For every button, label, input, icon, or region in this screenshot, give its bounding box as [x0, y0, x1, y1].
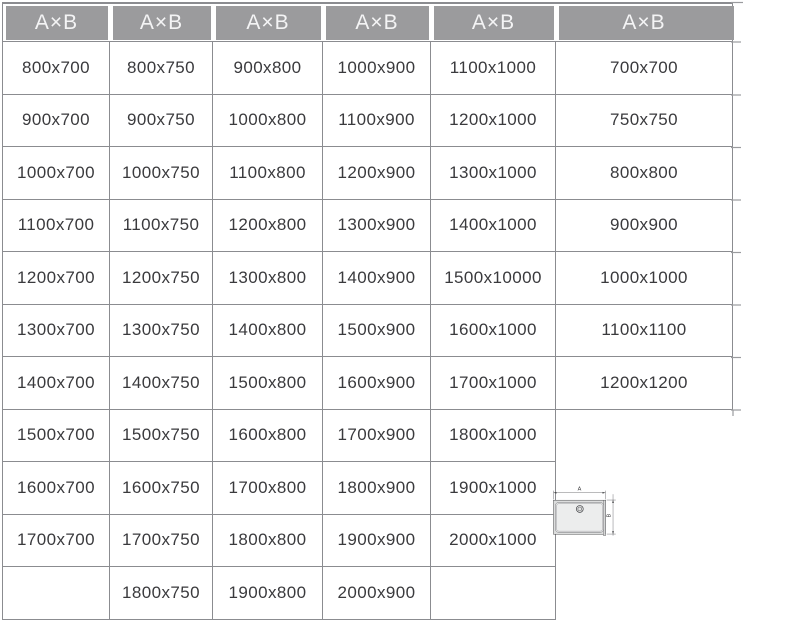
size-cell: 1800x750 — [110, 567, 213, 620]
size-cell: 1900x1000 — [431, 462, 556, 515]
size-cell: 1200x750 — [110, 252, 213, 305]
column-header-label: A×B — [622, 10, 666, 34]
size-cell: 1000x800 — [213, 94, 323, 147]
arrow-left-icon — [553, 491, 557, 494]
size-cell: 1700x800 — [213, 462, 323, 515]
tray-basin — [556, 503, 603, 532]
header-background — [112, 5, 211, 40]
size-cell: 1800x1000 — [431, 409, 556, 462]
size-cell: 1500x800 — [213, 357, 323, 410]
size-cell: 1900x900 — [323, 514, 431, 567]
size-cell: 750x750 — [556, 94, 733, 147]
arrow-up-icon — [612, 500, 614, 503]
dimension-a-label: A — [578, 487, 582, 493]
size-cell: 1100x800 — [213, 147, 323, 200]
size-cell: 1700x900 — [323, 409, 431, 462]
size-cell: 1100x700 — [2, 199, 110, 252]
size-cell: 800x750 — [110, 42, 213, 95]
size-table: A×B A×B A×B A×B A×B A×B 800x700 800x750 900x800 1… — [2, 2, 734, 620]
size-cell: 900x750 — [110, 94, 213, 147]
size-cell: 1100x900 — [323, 94, 431, 147]
size-cell: 1600x900 — [323, 357, 431, 410]
size-cell: 1500x900 — [323, 304, 431, 357]
arrow-right-icon — [602, 491, 606, 494]
size-cell: 1000x750 — [110, 147, 213, 200]
size-cell: 1600x800 — [213, 409, 323, 462]
size-cell: 1400x700 — [2, 357, 110, 410]
size-cell: 700x700 — [556, 42, 733, 95]
table-edge-stubs — [731, 1, 743, 416]
size-cell: 1100x1000 — [431, 42, 556, 95]
tray-diagram: A B — [553, 487, 616, 536]
column-header: A×B — [2, 2, 110, 42]
size-cell: 900x900 — [556, 199, 733, 252]
size-cell: 900x700 — [2, 94, 110, 147]
size-cell: 1200x1000 — [431, 94, 556, 147]
size-cell: 1000x900 — [323, 42, 431, 95]
size-cell: 2000x1000 — [431, 514, 556, 567]
size-cell: 1700x1000 — [431, 357, 556, 410]
column-header-label: A×B — [471, 10, 516, 34]
column-header-label: A×B — [139, 10, 184, 34]
size-cell: 1000x1000 — [556, 252, 733, 305]
size-cell: 1300x900 — [323, 199, 431, 252]
column-header-label: A×B — [355, 10, 399, 34]
size-cell: 1400x1000 — [431, 199, 556, 252]
size-cell: 1600x1000 — [431, 304, 556, 357]
size-cell: 900x800 — [213, 42, 323, 95]
size-cell: 1400x800 — [213, 304, 323, 357]
size-cell: 1500x700 — [2, 409, 110, 462]
size-cell: 1100x1100 — [556, 304, 733, 357]
header-background — [325, 5, 429, 40]
column-header: A×B — [110, 2, 213, 42]
size-cell: 1800x800 — [213, 514, 323, 567]
size-cell: 800x700 — [2, 42, 110, 95]
column-header: A×B — [556, 2, 734, 42]
size-cell: 1300x800 — [213, 252, 323, 305]
size-cell: 1700x700 — [2, 514, 110, 567]
size-cell: 1600x750 — [110, 462, 213, 515]
size-cell: 1500x10000 — [431, 252, 556, 305]
empty-cell — [431, 567, 556, 620]
size-cell: 1700x750 — [110, 514, 213, 567]
size-cell: 800x800 — [556, 147, 733, 200]
size-cell: 1200x1200 — [556, 357, 733, 410]
column-header: A×B — [323, 2, 431, 42]
size-cell: 1300x750 — [110, 304, 213, 357]
size-cell: 1900x800 — [213, 567, 323, 620]
size-cell: 1000x700 — [2, 147, 110, 200]
size-cell: 1200x800 — [213, 199, 323, 252]
column-header-label: A×B — [34, 10, 79, 34]
size-cell: 1800x900 — [323, 462, 431, 515]
size-cell: 1600x700 — [2, 462, 110, 515]
empty-cell — [2, 567, 110, 620]
drain-inner-icon — [577, 506, 583, 512]
size-cell: 1300x1000 — [431, 147, 556, 200]
column-header-label: A×B — [246, 10, 290, 34]
size-cell: 1300x700 — [2, 304, 110, 357]
arrow-down-icon — [612, 531, 614, 535]
header-background — [5, 5, 108, 40]
column-header: A×B — [213, 2, 323, 42]
size-cell: 1400x900 — [323, 252, 431, 305]
header-background — [433, 5, 554, 40]
dimension-b-label: B — [607, 513, 613, 517]
column-header: A×B — [431, 2, 556, 42]
size-cell: 1200x700 — [2, 252, 110, 305]
header-background — [558, 5, 734, 40]
header-background — [215, 5, 321, 40]
size-cell: 2000x900 — [323, 567, 431, 620]
size-cell: 1500x750 — [110, 409, 213, 462]
size-cell: 1200x900 — [323, 147, 431, 200]
size-cell: 1100x750 — [110, 199, 213, 252]
size-cell: 1400x750 — [110, 357, 213, 410]
